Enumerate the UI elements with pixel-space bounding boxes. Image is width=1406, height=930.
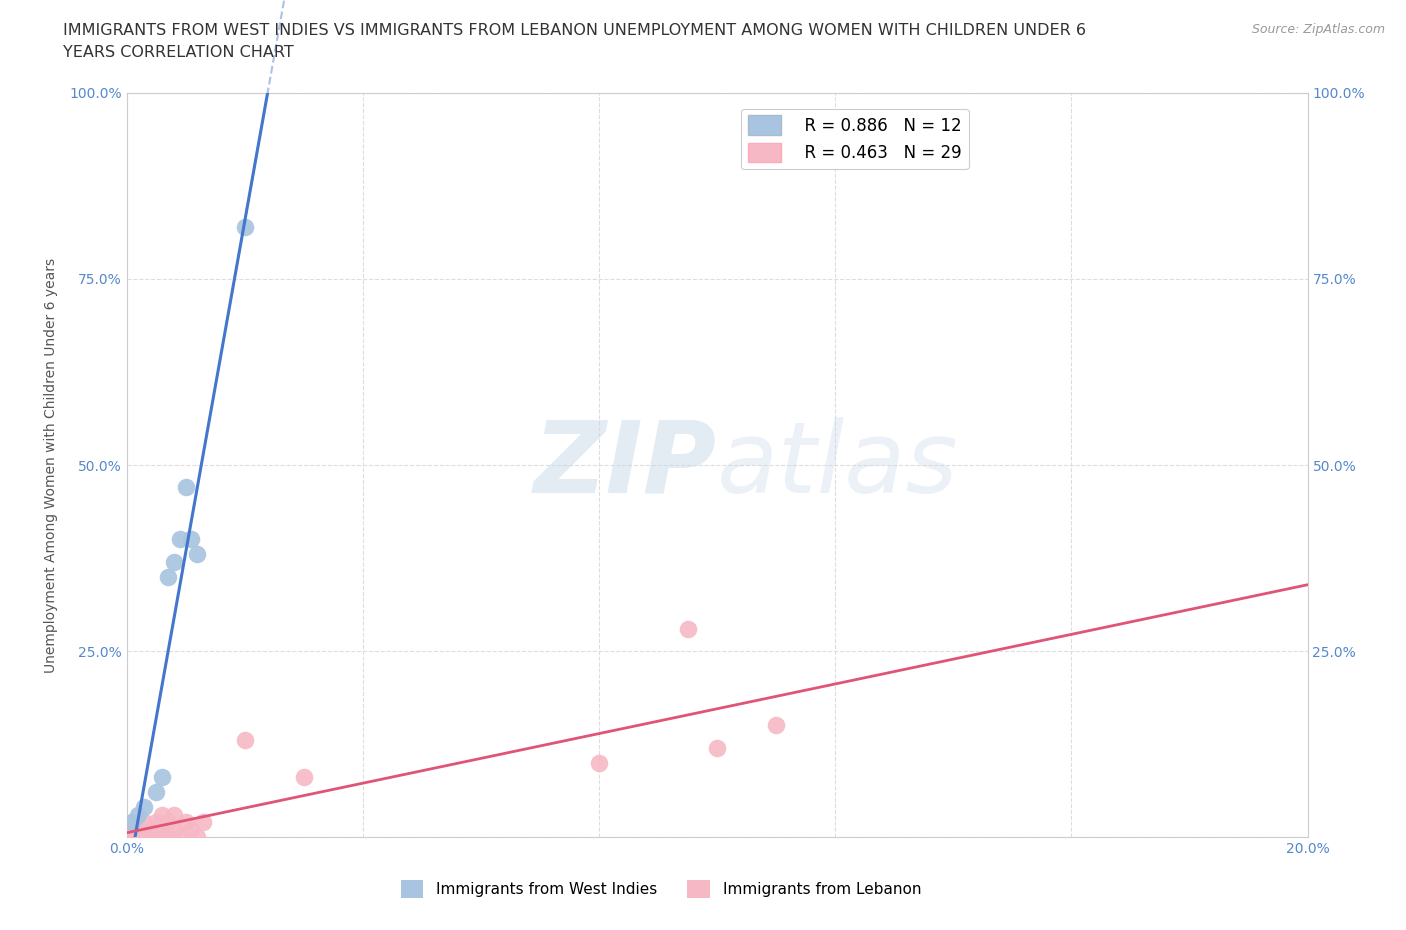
- Text: YEARS CORRELATION CHART: YEARS CORRELATION CHART: [63, 45, 294, 60]
- Legend:   R = 0.886   N = 12,   R = 0.463   N = 29: R = 0.886 N = 12, R = 0.463 N = 29: [741, 109, 969, 169]
- Point: [233, 733, 256, 748]
- Point: [180, 532, 202, 547]
- Point: [186, 830, 208, 844]
- Point: [186, 547, 208, 562]
- Point: [139, 830, 162, 844]
- Text: atlas: atlas: [717, 417, 959, 513]
- Point: [150, 770, 173, 785]
- Point: [121, 830, 143, 844]
- Point: [156, 815, 179, 830]
- Point: [145, 785, 167, 800]
- Point: [134, 830, 156, 844]
- Point: [233, 219, 256, 234]
- Point: [193, 815, 215, 830]
- Text: Source: ZipAtlas.com: Source: ZipAtlas.com: [1251, 23, 1385, 36]
- Point: [134, 800, 156, 815]
- Point: [127, 807, 149, 822]
- Point: [134, 815, 156, 830]
- Point: [127, 822, 149, 837]
- Point: [121, 815, 143, 830]
- Point: [163, 554, 186, 569]
- Point: [676, 621, 699, 636]
- Text: IMMIGRANTS FROM WEST INDIES VS IMMIGRANTS FROM LEBANON UNEMPLOYMENT AMONG WOMEN : IMMIGRANTS FROM WEST INDIES VS IMMIGRANT…: [63, 23, 1087, 38]
- Point: [139, 822, 162, 837]
- Text: ZIP: ZIP: [534, 417, 717, 513]
- Point: [156, 569, 179, 584]
- Legend: Immigrants from West Indies, Immigrants from Lebanon: Immigrants from West Indies, Immigrants …: [395, 874, 927, 904]
- Point: [765, 718, 787, 733]
- Point: [180, 822, 202, 837]
- Point: [150, 822, 173, 837]
- Point: [174, 815, 197, 830]
- Point: [127, 830, 149, 844]
- Point: [588, 755, 610, 770]
- Point: [706, 740, 728, 755]
- Point: [163, 822, 186, 837]
- Point: [163, 807, 186, 822]
- Point: [174, 480, 197, 495]
- Point: [292, 770, 315, 785]
- Y-axis label: Unemployment Among Women with Children Under 6 years: Unemployment Among Women with Children U…: [44, 258, 58, 672]
- Point: [169, 830, 191, 844]
- Point: [121, 815, 143, 830]
- Point: [169, 532, 191, 547]
- Point: [156, 830, 179, 844]
- Point: [145, 830, 167, 844]
- Point: [145, 822, 167, 837]
- Point: [150, 807, 173, 822]
- Point: [145, 815, 167, 830]
- Point: [121, 822, 143, 837]
